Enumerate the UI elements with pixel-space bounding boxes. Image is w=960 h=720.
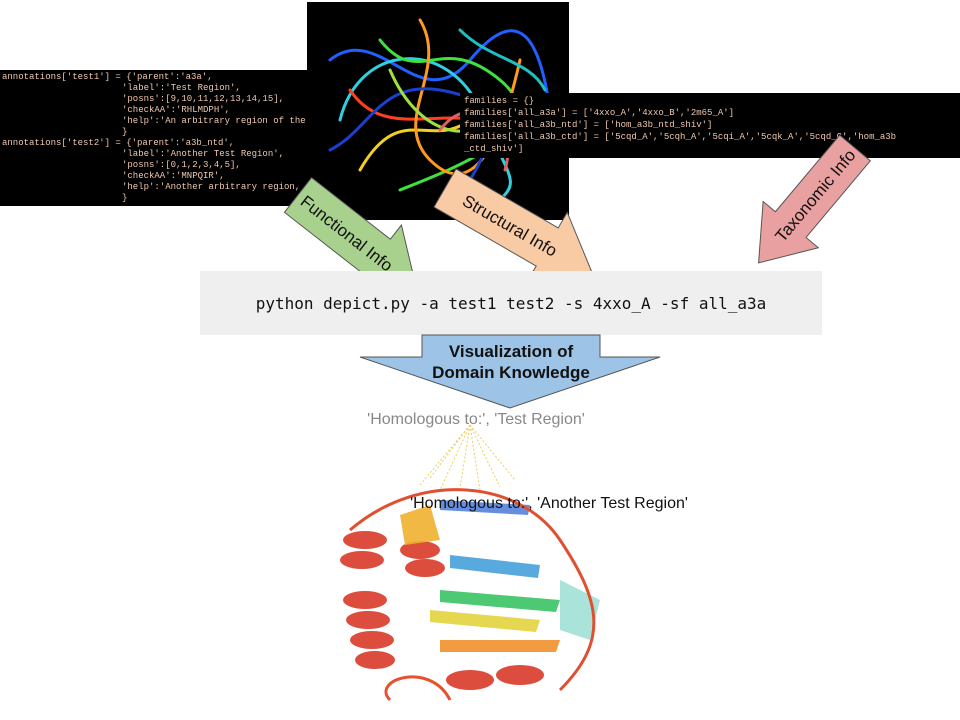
code-line: 'help':'Another arbitrary region, xyxy=(122,182,300,192)
code-line: families['all_a3b_ntd'] = ['hom_a3b_ntd_… xyxy=(464,120,712,130)
code-right: families = {} families['all_a3a'] = ['4x… xyxy=(460,93,960,158)
code-line: families['all_a3a'] = ['4xxo_A','4xxo_B'… xyxy=(464,108,734,118)
command: python depict.py -a test1 test2 -s 4xxo_… xyxy=(256,294,767,313)
protein-rendering xyxy=(340,424,600,702)
code-line: 'checkAA':'RHLMDPH', xyxy=(122,105,230,115)
code-left: annotations['test1'] = {'parent':'a3a', … xyxy=(0,70,308,206)
code-line: families['all_a3b_ctd'] = ['5cqd_A','5cq… xyxy=(464,132,896,142)
code-line: 'help':'An arbitrary region of the xyxy=(122,116,306,126)
code-line: 'posns':[0,1,2,3,4,5], xyxy=(122,160,241,170)
annotation-label: 'Homologous to:', 'Another Test Region' xyxy=(410,495,688,512)
code-line: 'posns':[9,10,11,12,13,14,15], xyxy=(122,94,284,104)
code-line: } xyxy=(122,127,127,137)
annotation-label: 'Homologous to:', 'Test Region' xyxy=(367,411,585,428)
code-line: 'label':'Another Test Region', xyxy=(122,149,284,159)
code-line: 'label':'Test Region', xyxy=(122,83,241,93)
arrow-label: Taxonomic Info xyxy=(772,146,860,246)
code-line: annotations['test2'] = {'parent':'a3b_nt… xyxy=(2,138,234,148)
command-box xyxy=(200,271,822,335)
code-line: families = {} xyxy=(464,96,534,106)
code-line: 'checkAA':'MNPQIR', xyxy=(122,171,225,181)
output-arrow xyxy=(359,334,661,409)
output-title: Domain Knowledge xyxy=(432,363,590,382)
code-line: _ctd_shiv'] xyxy=(463,144,523,154)
output-title: Visualization of xyxy=(449,342,574,361)
code-line: } xyxy=(122,193,127,203)
code-line: annotations['test1'] = {'parent':'a3a', xyxy=(2,72,213,82)
